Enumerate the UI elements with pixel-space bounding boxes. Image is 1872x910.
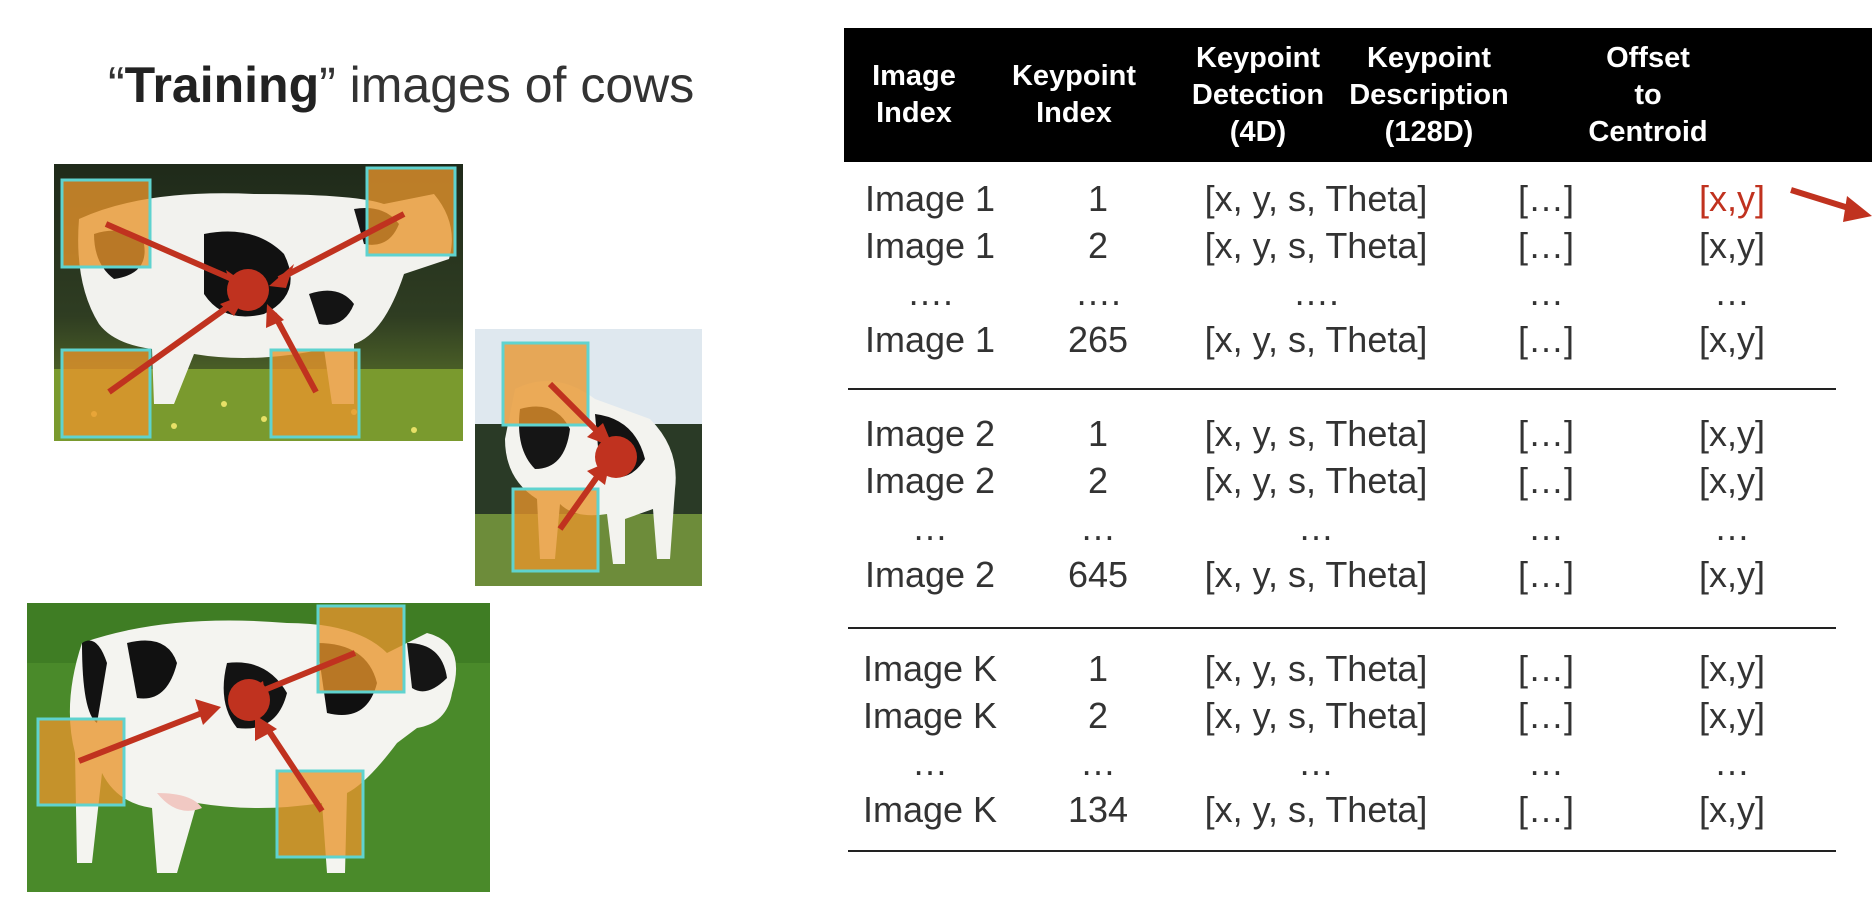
cell-keypoint-index: ….	[1074, 272, 1121, 313]
cow-photo-3	[27, 603, 490, 892]
header-keypoint-index: Keypoint Index	[1011, 60, 1137, 129]
header-image-index: Image Index	[872, 60, 956, 129]
cell-image-index: Image K	[862, 789, 998, 830]
cell-keypoint-detection: [x, y, s, Theta]	[1204, 178, 1428, 219]
cell-keypoint-detection: …	[1298, 742, 1334, 783]
cell-keypoint-description: […]	[1517, 319, 1574, 360]
cell-keypoint-index: 2	[1087, 225, 1109, 266]
cell-keypoint-detection: [x, y, s, Theta]	[1204, 554, 1428, 595]
cell-image-index: Image 2	[864, 460, 996, 501]
cell-keypoint-index: …	[1080, 742, 1116, 783]
cell-image-index: Image K	[862, 695, 998, 736]
header-offset-to-centroid: Offset to Centroid	[1588, 41, 1708, 148]
group-separator	[848, 388, 1836, 390]
cell-keypoint-detection: [x, y, s, Theta]	[1204, 789, 1428, 830]
cell-keypoint-detection: [x, y, s, Theta]	[1204, 413, 1428, 454]
cell-keypoint-index: 2	[1087, 460, 1109, 501]
slide-title: “Training” images of cows	[108, 57, 695, 113]
keypoint-box	[60, 166, 457, 439]
cell-image-index: Image 2	[864, 554, 996, 595]
cell-offset: [x,y]	[1698, 178, 1765, 219]
cell-image-index: …	[912, 742, 948, 783]
cell-image-index: Image K	[862, 648, 998, 689]
cell-keypoint-description: […]	[1517, 648, 1574, 689]
cell-keypoint-index: 645	[1067, 554, 1129, 595]
cell-keypoint-detection: [x, y, s, Theta]	[1204, 648, 1428, 689]
cell-image-index: Image 1	[864, 319, 996, 360]
cell-keypoint-index: 2	[1087, 695, 1109, 736]
cell-offset: [x,y]	[1698, 413, 1765, 454]
cell-keypoint-index: …	[1080, 507, 1116, 548]
cell-keypoint-detection: [x, y, s, Theta]	[1204, 460, 1428, 501]
cell-offset: [x,y]	[1698, 319, 1765, 360]
cell-keypoint-description: […]	[1517, 695, 1574, 736]
cell-offset: …	[1714, 272, 1750, 313]
cell-keypoint-description: […]	[1517, 789, 1574, 830]
cell-keypoint-description: […]	[1517, 460, 1574, 501]
cell-offset: [x,y]	[1698, 695, 1765, 736]
cell-offset: [x,y]	[1698, 225, 1765, 266]
cell-keypoint-description: […]	[1517, 178, 1574, 219]
cell-keypoint-index: 134	[1067, 789, 1129, 830]
cell-offset: [x,y]	[1698, 460, 1765, 501]
cell-keypoint-index: 1	[1087, 648, 1109, 689]
header-keypoint-description: Keypoint Description (128D)	[1349, 41, 1509, 148]
cell-keypoint-detection: [x, y, s, Theta]	[1204, 319, 1428, 360]
offset-arrow-icon	[1790, 187, 1872, 222]
cell-offset: [x,y]	[1698, 554, 1765, 595]
cell-keypoint-description: …	[1528, 742, 1564, 783]
cell-keypoint-detection: …	[1298, 507, 1334, 548]
title-bold: Training	[124, 57, 320, 113]
cell-image-index: ….	[906, 272, 953, 313]
cell-image-index: Image 1	[864, 225, 996, 266]
cell-image-index: …	[912, 507, 948, 548]
cell-keypoint-index: 1	[1087, 178, 1109, 219]
cell-keypoint-detection: ….	[1292, 272, 1339, 313]
header-keypoint-detection: Keypoint Detection (4D)	[1191, 41, 1325, 148]
cell-keypoint-detection: [x, y, s, Theta]	[1204, 695, 1428, 736]
cell-keypoint-description: […]	[1517, 554, 1574, 595]
cell-image-index: Image 2	[864, 413, 996, 454]
cow-photo-2	[475, 329, 702, 586]
group-separator	[848, 627, 1836, 629]
cell-keypoint-index: 1	[1087, 413, 1109, 454]
cell-keypoint-index: 265	[1067, 319, 1129, 360]
title-rest: images of cows	[335, 57, 695, 113]
cell-keypoint-description: […]	[1517, 225, 1574, 266]
cell-offset: [x,y]	[1698, 789, 1765, 830]
cell-offset: …	[1714, 507, 1750, 548]
cell-offset: …	[1714, 742, 1750, 783]
cell-image-index: Image 1	[864, 178, 996, 219]
cell-keypoint-description: […]	[1517, 413, 1574, 454]
cell-keypoint-description: …	[1528, 272, 1564, 313]
cow-photo-1	[54, 164, 463, 441]
cell-keypoint-detection: [x, y, s, Theta]	[1204, 225, 1428, 266]
group-separator	[848, 850, 1836, 852]
cell-offset: [x,y]	[1698, 648, 1765, 689]
cell-keypoint-description: …	[1528, 507, 1564, 548]
table-header: Image Index Keypoint Index Keypoint Detecti…	[844, 28, 1872, 162]
